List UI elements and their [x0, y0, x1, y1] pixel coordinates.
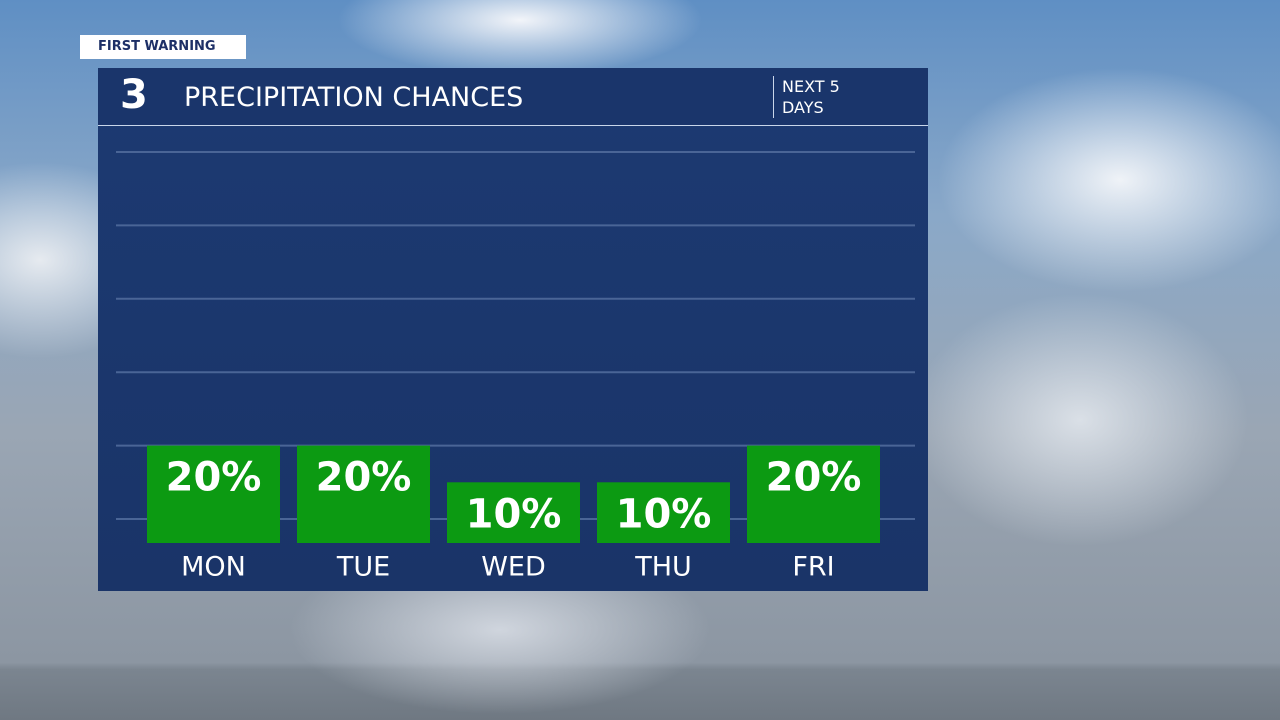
bar	[747, 445, 880, 543]
subtitle: NEXT 5 DAYS	[773, 76, 854, 118]
value-label: 20%	[166, 455, 262, 501]
x-tick-label: TUE	[336, 552, 390, 583]
badge: FIRST WARNING	[80, 35, 246, 59]
header: 3 PRECIPITATION CHANCES NEXT 5 DAYS	[98, 68, 928, 126]
value-label: 10%	[466, 491, 562, 537]
x-tick-label: WED	[481, 552, 546, 583]
x-tick-label: THU	[634, 552, 692, 583]
bar	[447, 482, 580, 543]
x-tick-label: MON	[181, 552, 246, 583]
bar	[297, 445, 430, 543]
logo: 3	[120, 72, 148, 118]
value-label: 10%	[616, 491, 712, 537]
chart-title: PRECIPITATION CHANCES	[184, 82, 524, 113]
bar	[597, 482, 730, 543]
bar	[147, 445, 280, 543]
value-label: 20%	[766, 455, 862, 501]
value-label: 20%	[316, 455, 412, 501]
x-tick-label: FRI	[792, 552, 834, 583]
